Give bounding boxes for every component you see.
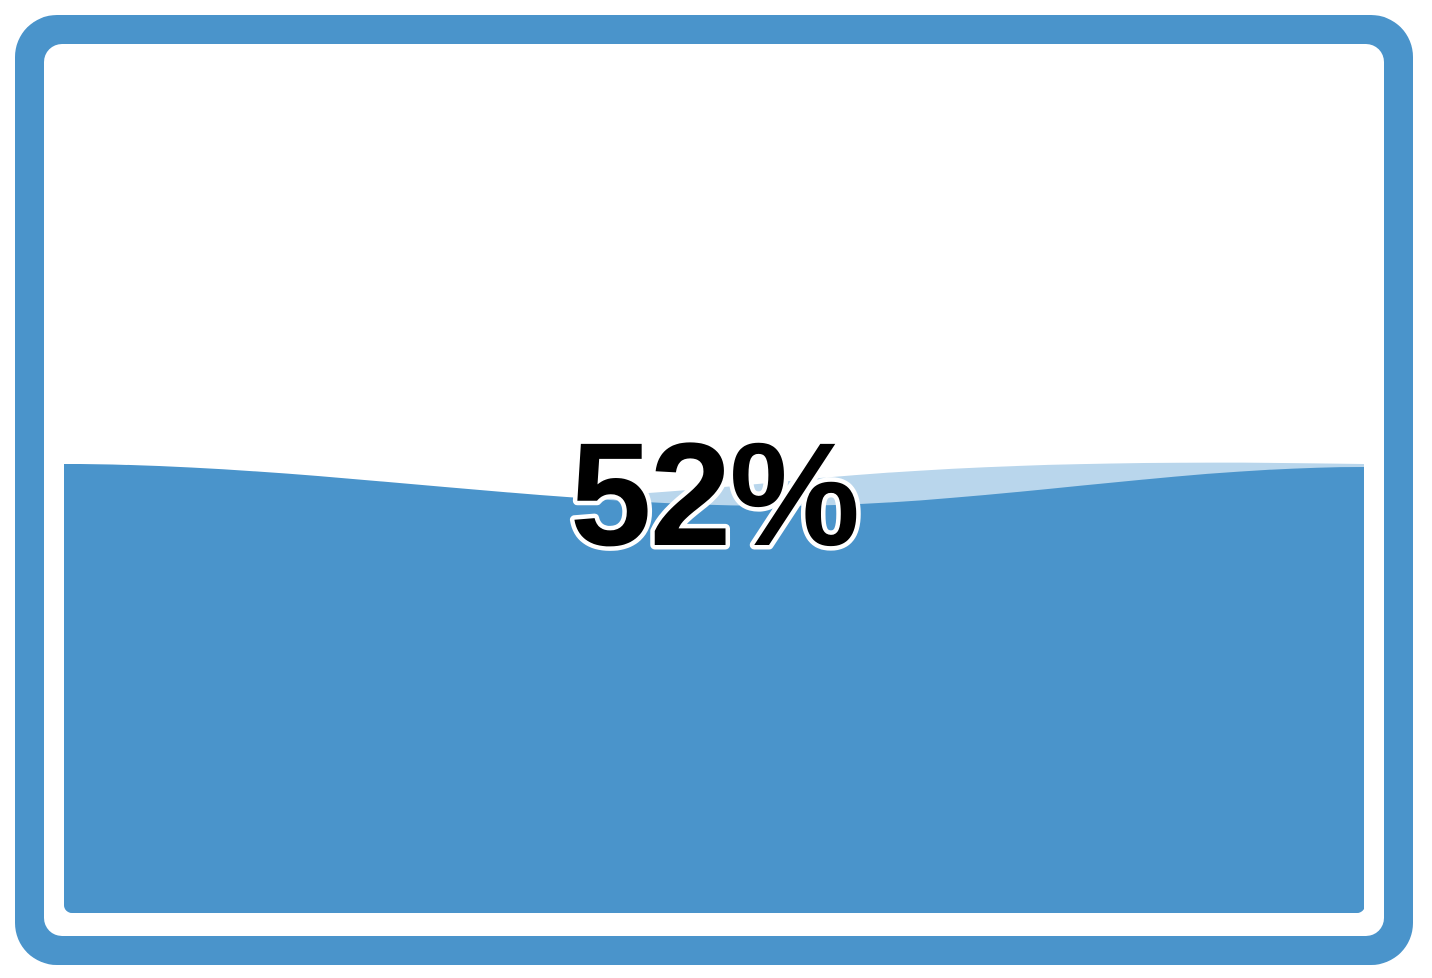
gauge-value-label: 52% xyxy=(570,413,858,577)
wave-front-liquid xyxy=(64,464,1364,913)
liquid-fill-group xyxy=(64,462,1364,913)
